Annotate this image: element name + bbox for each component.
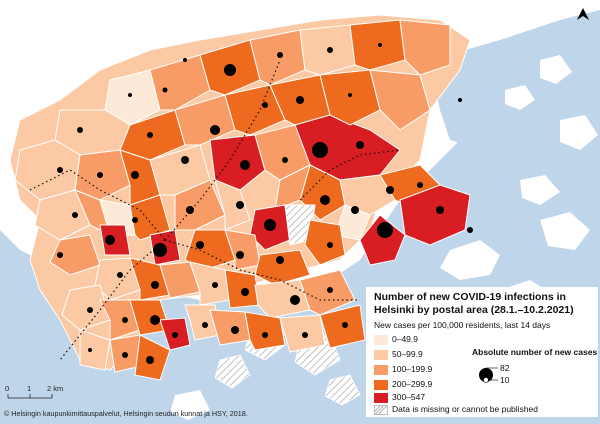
scale-label-0: 0 — [5, 384, 10, 393]
legend-class-0: 0–49.9 — [374, 333, 418, 345]
scale-bar — [7, 394, 53, 399]
sea-north — [430, 10, 600, 150]
legend-dot-sizes — [479, 367, 498, 383]
scale-label-2: 2 km — [47, 384, 64, 393]
legend-swatch-3 — [374, 379, 388, 390]
legend: Number of new COVID-19 infections in Hel… — [366, 287, 598, 417]
legend-swatch-0 — [374, 334, 388, 345]
legend-class-label: 50–99.9 — [392, 349, 423, 359]
map-credit: © Helsingin kaupunkimittauspalvelut, Hel… — [4, 409, 248, 418]
legend-swatch-1 — [374, 349, 388, 360]
legend-absolute-max: 82 — [500, 363, 510, 373]
legend-class-label: 300–547 — [392, 392, 426, 402]
legend-subtitle: New cases per 100,000 residents, last 14… — [374, 320, 551, 330]
rail-lines — [29, 59, 401, 361]
north-arrow-icon — [577, 8, 589, 20]
scale-label-1: 1 — [27, 384, 32, 393]
legend-class-3: 200–299.9 — [374, 378, 432, 390]
case-dots — [57, 43, 473, 364]
legend-title: Number of new COVID-19 infections in Hel… — [374, 291, 574, 316]
legend-class-label: 100–199.9 — [392, 364, 433, 374]
legend-class-label: 200–299.9 — [392, 379, 433, 389]
legend-class-1: 50–99.9 — [374, 348, 423, 360]
legend-missing-label: Data is missing or cannot be published — [392, 404, 538, 414]
legend-swatch-4 — [374, 392, 388, 403]
legend-class-2: 100–199.9 — [374, 363, 432, 375]
legend-swatch-2 — [374, 364, 388, 375]
legend-missing: Data is missing or cannot be published — [374, 403, 538, 415]
legend-absolute-title: Absolute number of new cases — [472, 347, 598, 357]
legend-class-4: 300–547 — [374, 391, 425, 403]
legend-swatch-missing — [374, 404, 388, 415]
legend-class-label: 0–49.9 — [392, 334, 418, 344]
legend-absolute-min: 10 — [500, 375, 510, 385]
